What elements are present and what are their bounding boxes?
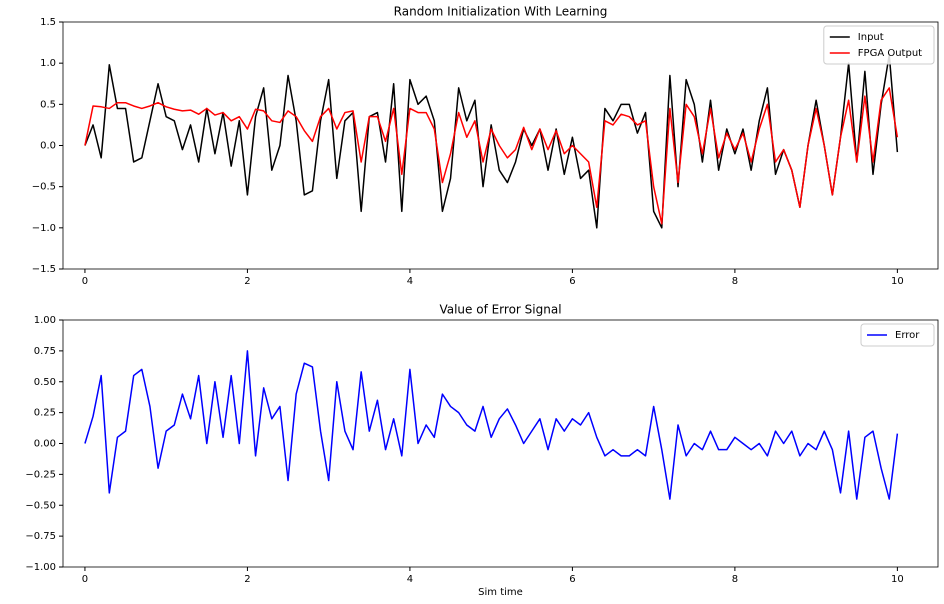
x-tick-label: 2: [244, 276, 250, 287]
subplot: Value of Error Signal −1.00 −0.75 −0.50 −0.2…: [25, 303, 939, 598]
y-tick-label: 1.00: [34, 315, 56, 326]
legend: Error: [860, 323, 935, 347]
series-line: [84, 54, 899, 229]
x-tick-label: 8: [732, 574, 738, 585]
x-tick-label: 10: [891, 276, 904, 287]
y-tick-label: 0.5: [40, 99, 56, 110]
series-line: [84, 87, 899, 225]
subplot: Random Initialization With Learning −1.5 −…: [32, 5, 939, 287]
x-tick-label: 2: [244, 574, 250, 585]
chart-title: Value of Error Signal: [439, 303, 561, 317]
x-tick-label: 0: [82, 276, 88, 287]
y-tick-label: 1.5: [40, 17, 56, 28]
axes-frame: [62, 21, 939, 270]
legend-label: Input: [858, 32, 884, 43]
y-tick-label: 1.0: [40, 58, 56, 69]
x-tick-label: 6: [569, 276, 575, 287]
y-tick-label: −1.00: [25, 562, 56, 573]
x-tick-label: 0: [82, 574, 88, 585]
y-tick-label: −1.5: [32, 264, 56, 275]
x-axis-label: Sim time: [478, 587, 523, 598]
axes-frame: [62, 319, 939, 568]
y-tick-label: 0.25: [34, 408, 56, 419]
x-tick-label: 6: [569, 574, 575, 585]
y-tick-label: 0.00: [34, 439, 56, 450]
y-tick-label: −0.5: [32, 182, 56, 193]
y-tick-label: 0.0: [40, 141, 56, 152]
y-tick-label: 0.50: [34, 377, 56, 388]
y-tick-label: −0.25: [25, 469, 56, 480]
legend-box: [823, 25, 935, 65]
y-tick-label: −0.50: [25, 500, 56, 511]
x-tick-label: 4: [407, 276, 413, 287]
y-tick-label: −1.0: [32, 223, 56, 234]
y-tick-label: −0.75: [25, 531, 56, 542]
x-tick-label: 8: [732, 276, 738, 287]
x-tick-label: 4: [407, 574, 413, 585]
legend-box: [860, 323, 935, 347]
y-tick-label: 0.75: [34, 346, 56, 357]
legend-label: FPGA Output: [858, 48, 922, 59]
legend-label: Error: [895, 330, 920, 341]
x-tick-label: 10: [891, 574, 904, 585]
series-line: [84, 350, 899, 500]
chart-title: Random Initialization With Learning: [394, 5, 608, 19]
legend: Input FPGA Output: [823, 25, 935, 65]
